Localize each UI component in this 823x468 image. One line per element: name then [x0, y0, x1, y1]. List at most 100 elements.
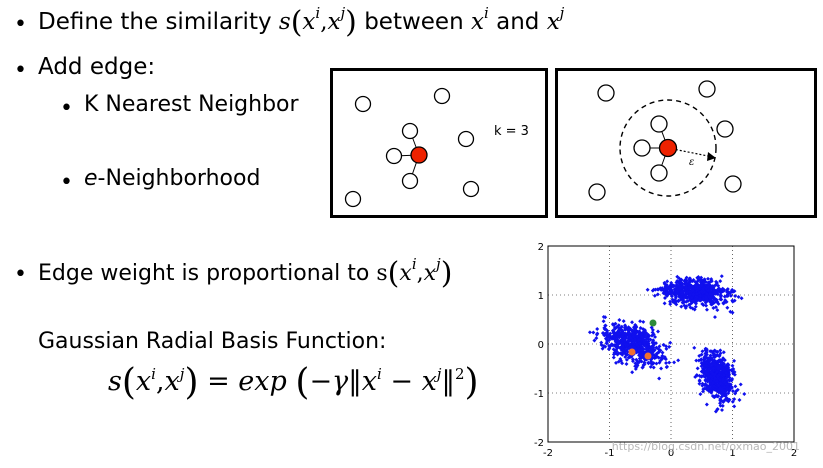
scatter-point [711, 366, 716, 371]
text-and: and [496, 9, 540, 35]
scatter-point [713, 354, 718, 359]
highlight-point-orange [644, 352, 652, 360]
scatter-point [703, 363, 708, 368]
scatter-point [719, 274, 724, 279]
scatter-point [675, 279, 680, 284]
y-tick-label: -2 [534, 438, 544, 449]
scatter-point [644, 337, 649, 342]
xj-expression: xj [546, 4, 565, 35]
scatter-point [718, 279, 723, 284]
scatter-point [654, 351, 659, 356]
scatter-point [664, 346, 669, 351]
bullet-define-similarity: Define the similarity s(xi,xj) between x… [38, 4, 564, 40]
scatter-point [725, 290, 730, 294]
scatter-point [720, 286, 725, 291]
center-node [658, 138, 678, 158]
scatter-point [592, 338, 597, 343]
scatter-point [675, 291, 680, 296]
scatter-point [684, 295, 689, 300]
scatter-point [724, 382, 729, 387]
scatter-point [654, 355, 659, 360]
data-points [587, 274, 747, 414]
x-tick-label: -2 [543, 448, 553, 459]
x-tick-label: 0 [668, 448, 674, 459]
scatter-point [655, 292, 660, 297]
scatter-point [633, 366, 638, 371]
scatter-point [627, 338, 632, 343]
rbf-formula: s(xi,xj) = exp (−γ‖xi − xj‖2) [108, 362, 479, 403]
scatter-point [723, 392, 728, 397]
node-circle [698, 80, 716, 98]
scatter-point [742, 392, 747, 396]
x-tick-label: -1 [605, 448, 615, 459]
scatter-point [638, 319, 643, 324]
node-circle [401, 172, 419, 190]
knn-graph-diagram: k = 3 [344, 87, 529, 208]
scatter-point [646, 360, 651, 365]
highlight-point-orange [628, 348, 636, 356]
epsilon-label: ε [689, 157, 694, 168]
bullet-add-edge: Add edge: [38, 54, 156, 80]
scatter-point [637, 341, 642, 346]
node-circle [633, 139, 651, 157]
scatter-point [687, 289, 692, 294]
edge-weight-similarity-expression: s(xi,xj) [376, 255, 453, 291]
scatter-point [621, 348, 626, 353]
scatter-point [712, 384, 717, 389]
scatter-point [732, 404, 737, 409]
scatter-point [603, 323, 608, 328]
scatter-point [640, 334, 645, 339]
scatter-point [619, 337, 624, 342]
scatter-point [623, 326, 628, 331]
scatter-point [671, 284, 676, 289]
text-edge-weight: Edge weight is proportional to [38, 261, 370, 286]
scatter-point [705, 379, 710, 384]
scatter-point [698, 392, 703, 397]
scatter-point [718, 358, 723, 363]
epsilon-graph-panel: ε [555, 68, 817, 218]
scatter-point [713, 388, 718, 392]
node-circle [433, 87, 451, 105]
scatter-point [686, 280, 691, 285]
scatter-point [706, 285, 711, 290]
scatter-point [606, 347, 611, 352]
scatter-point [732, 298, 737, 303]
x-tick-label: 1 [729, 448, 735, 459]
scatter-point [699, 278, 704, 283]
knn-graph-panel: k = 3 [330, 68, 548, 218]
bullet-dot: • [14, 262, 27, 287]
scatter-point [690, 298, 695, 303]
scatter-point [664, 292, 669, 297]
scatter-point [710, 362, 715, 367]
xi-expression: xi [470, 4, 489, 35]
scatter-point [662, 301, 667, 306]
scatter-point [659, 366, 664, 371]
scatter-point [693, 301, 698, 306]
node-circle [385, 147, 403, 165]
sub-bullet-dot: • [60, 96, 73, 121]
node-circle [344, 190, 362, 208]
scatter-point [632, 328, 637, 332]
scatter-point [718, 351, 723, 356]
y-tick-label: 0 [538, 340, 544, 351]
scatter-point [624, 357, 629, 362]
scatter-point [619, 324, 624, 329]
sub-bullet-e-neighborhood: e-Neighborhood [84, 166, 261, 191]
node-circle [462, 180, 480, 198]
scatter-point [710, 372, 715, 377]
scatter-point [690, 306, 695, 311]
rbf-label: Gaussian Radial Basis Function: [38, 329, 387, 354]
scatter-point [619, 358, 623, 363]
scatter-point [714, 370, 719, 375]
scatter-point [612, 350, 617, 355]
scatter-point [708, 289, 713, 294]
scatter-point [623, 355, 628, 359]
scatter-point [721, 372, 726, 377]
scatter-point [652, 293, 657, 298]
y-tick-label: -1 [534, 389, 544, 400]
scatter-point [672, 360, 677, 365]
scatter-point [707, 389, 712, 394]
scatter-point [680, 284, 685, 289]
scatter-point [622, 337, 627, 342]
scatter-point [633, 322, 638, 327]
